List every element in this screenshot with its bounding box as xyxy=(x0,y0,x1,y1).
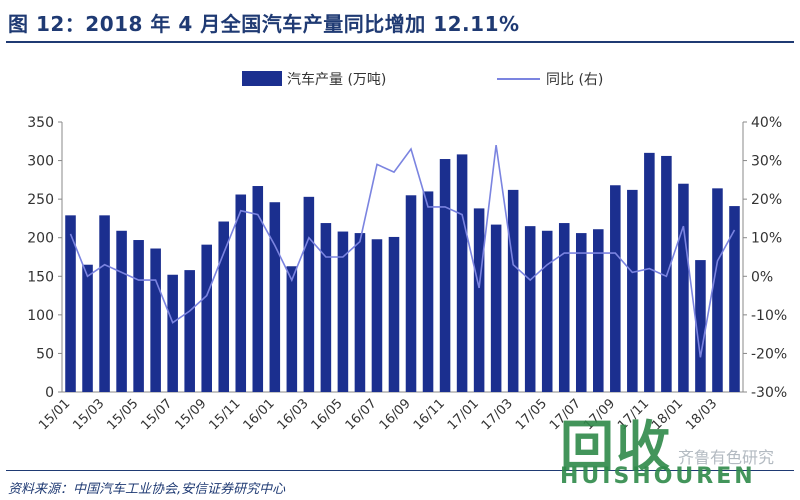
right-tick-label: 10% xyxy=(751,231,782,247)
bar-17/01 xyxy=(473,208,485,392)
watermark-logo-cn: 回收 xyxy=(560,415,672,478)
watermark: 回收 HUISHOUREN 齐鲁有色研究 xyxy=(548,402,798,498)
bar-15/08 xyxy=(184,270,195,392)
left-tick-label: 250 xyxy=(27,192,54,208)
bar-15/09 xyxy=(201,244,212,392)
source-note: 资料来源：中国汽车工业协会,安信证券研究中心 xyxy=(8,482,286,497)
watermark-text: 齐鲁有色研究 xyxy=(678,448,775,467)
x-tick-label: 16/11 xyxy=(411,396,448,433)
bar-17/03 xyxy=(507,189,519,392)
right-tick-label: -20% xyxy=(751,346,787,362)
bar-15/01 xyxy=(65,215,76,392)
x-tick-label: 15/03 xyxy=(70,396,107,433)
bar-15/06 xyxy=(150,248,161,392)
bar-16/01 xyxy=(269,202,281,392)
bar-17/02 xyxy=(490,224,502,392)
x-tick-label: 17/01 xyxy=(445,396,482,433)
chart: 汽车产量 (万吨) 同比 (右) 0 50 100 150 200 250 300 350 -3… xyxy=(27,71,787,433)
x-tick-label: 17/05 xyxy=(513,396,550,433)
bar-15/12 xyxy=(252,186,264,392)
bar-17/09 xyxy=(610,185,621,392)
bar-17/05 xyxy=(541,230,553,392)
bar-17/11 xyxy=(644,152,655,392)
left-tick-label: 100 xyxy=(27,308,54,324)
bar-15/07 xyxy=(167,274,178,392)
bar-16/09 xyxy=(405,195,417,392)
bar-17/04 xyxy=(524,226,536,392)
right-tick-label: -30% xyxy=(751,385,787,401)
right-tick-label: -10% xyxy=(751,308,787,324)
bar-17/06 xyxy=(558,223,570,392)
left-tick-label: 200 xyxy=(27,231,54,247)
bar-15/03 xyxy=(99,215,110,392)
x-tick-label: 17/03 xyxy=(479,396,516,433)
x-tick-label: 16/07 xyxy=(343,396,380,433)
left-tick-label: 50 xyxy=(36,346,54,362)
title-rule xyxy=(6,41,794,43)
bar-18/02 xyxy=(695,260,706,392)
bar-16/12 xyxy=(456,154,468,392)
bar-15/10 xyxy=(218,221,230,392)
right-tick-label: 0% xyxy=(751,269,773,285)
bar-16/08 xyxy=(388,236,400,392)
bar-series xyxy=(65,152,740,392)
bar-17/10 xyxy=(627,189,638,392)
bar-16/06 xyxy=(354,233,366,392)
bar-16/04 xyxy=(320,223,332,392)
bottom-rule xyxy=(6,470,794,471)
bar-16/02 xyxy=(286,266,298,392)
x-tick-label: 16/03 xyxy=(275,396,312,433)
left-tick-label: 300 xyxy=(27,154,54,170)
bar-16/10 xyxy=(422,191,434,392)
x-tick-label: 15/07 xyxy=(138,396,175,433)
legend: 汽车产量 (万吨) 同比 (右) xyxy=(242,71,603,88)
right-tick-label: 30% xyxy=(751,154,782,170)
bar-16/03 xyxy=(303,196,315,392)
bar-18/04 xyxy=(729,206,740,392)
right-tick-label: 40% xyxy=(751,115,782,131)
x-tick-label: 16/09 xyxy=(377,396,414,433)
line-series xyxy=(69,144,736,358)
right-tick-label: 20% xyxy=(751,192,782,208)
x-tick-label: 15/01 xyxy=(36,396,73,433)
x-tick-label: 15/09 xyxy=(172,396,209,433)
left-tick-label: 150 xyxy=(27,269,54,285)
x-tick-label: 16/01 xyxy=(241,396,278,433)
yoy-line xyxy=(69,144,736,358)
bar-15/04 xyxy=(116,230,127,392)
figure-title: 图 12：2018 年 4 月全国汽车产量同比增加 12.11% xyxy=(8,12,520,36)
bar-18/01 xyxy=(678,183,689,392)
legend-bar-label: 汽车产量 (万吨) xyxy=(287,71,386,88)
legend-bar-swatch xyxy=(242,71,282,86)
bar-16/11 xyxy=(439,159,451,392)
bar-17/07 xyxy=(575,233,587,392)
watermark-logo-en: HUISHOUREN xyxy=(560,464,756,489)
bar-16/07 xyxy=(371,239,383,392)
bar-17/08 xyxy=(593,229,604,392)
x-tick-label: 15/11 xyxy=(206,396,243,433)
bar-18/03 xyxy=(712,188,723,392)
legend-line-label: 同比 (右) xyxy=(546,72,603,88)
x-tick-label: 16/05 xyxy=(309,396,346,433)
bar-15/11 xyxy=(235,194,247,392)
left-tick-label: 0 xyxy=(45,385,54,401)
watermark-logo: 回收 xyxy=(560,402,672,481)
bar-16/05 xyxy=(337,231,349,392)
x-tick-label: 15/05 xyxy=(104,396,141,433)
left-tick-label: 350 xyxy=(27,115,54,131)
bar-15/05 xyxy=(133,240,144,392)
bar-15/02 xyxy=(82,264,93,392)
